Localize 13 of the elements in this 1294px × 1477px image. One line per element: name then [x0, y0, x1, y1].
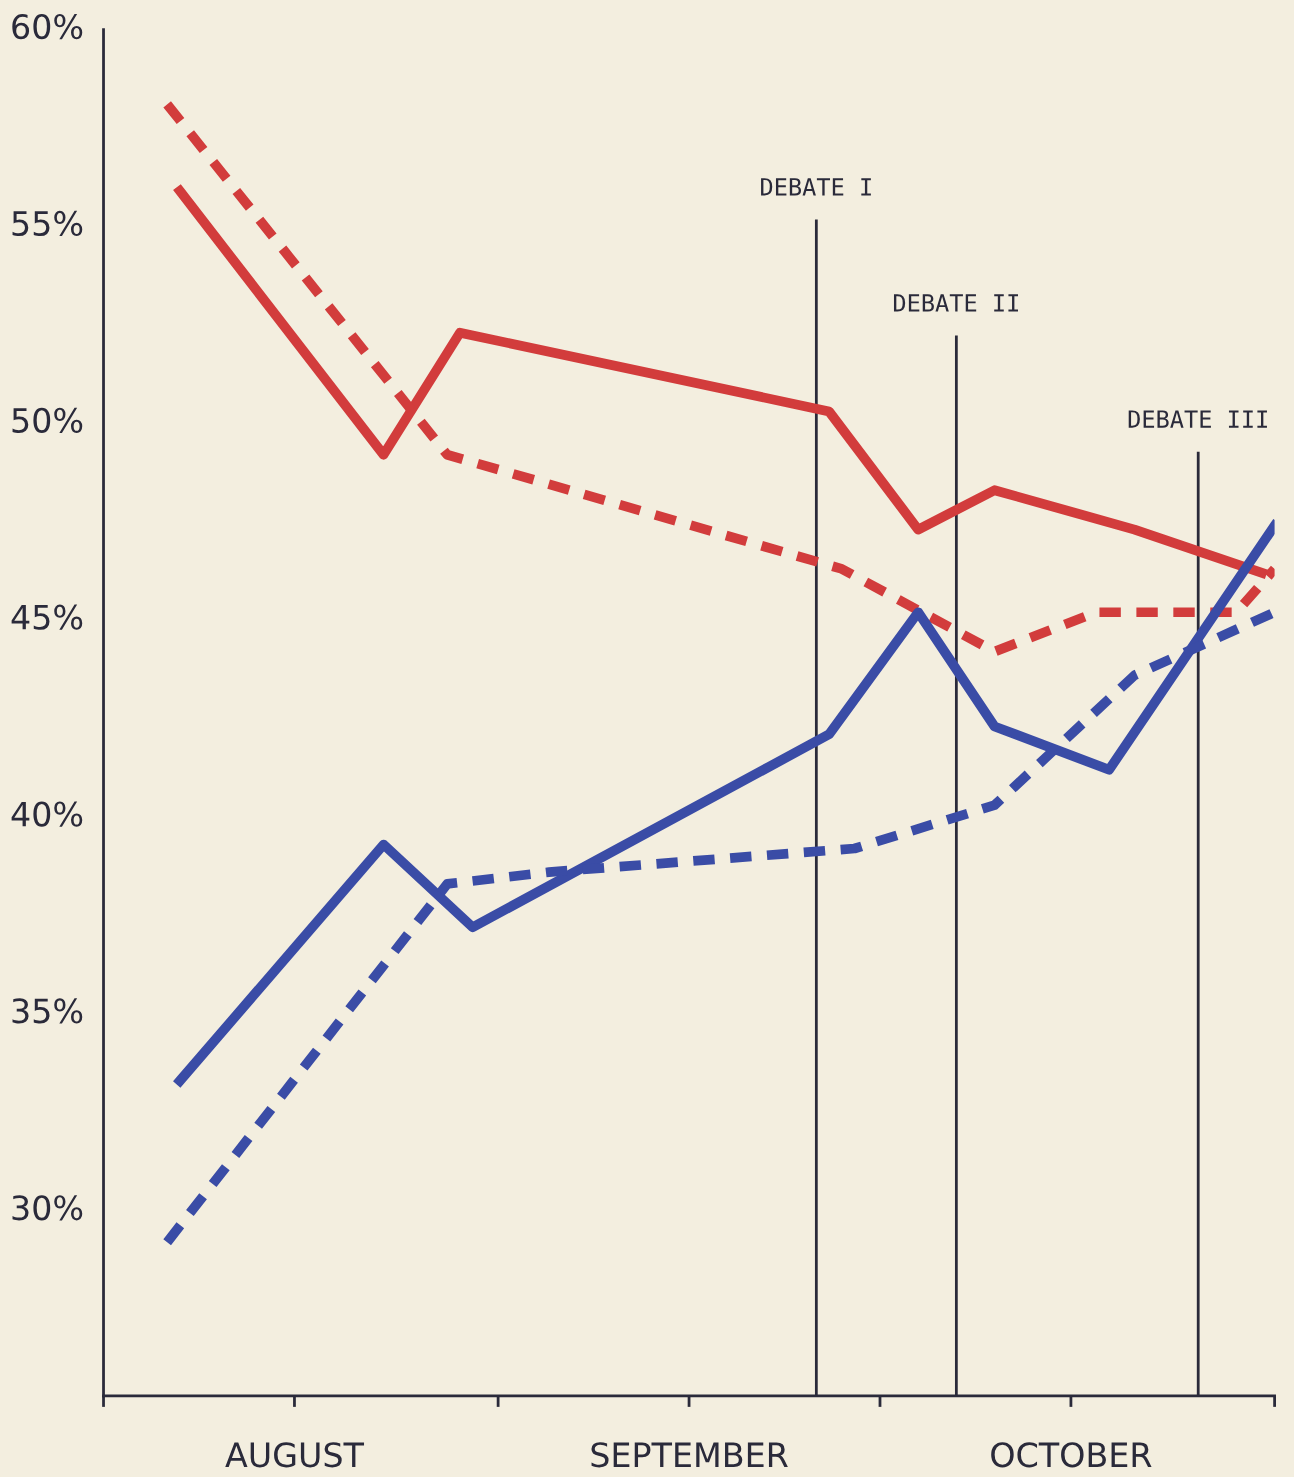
y-tick-label: 60% [12, 14, 83, 40]
x-tick-label: AUGUST [225, 1442, 365, 1468]
x-tick-label: SEPTEMBER [591, 1442, 788, 1468]
y-tick-label: 40% [11, 801, 83, 827]
y-tick-label: 30% [12, 1195, 83, 1221]
ref-line-label: DEBATE II [893, 294, 1018, 312]
ref-line-label: DEBATE I [761, 178, 871, 196]
y-tick-label: 35% [12, 998, 83, 1024]
y-tick-label: 55% [12, 210, 83, 237]
y-tick-label: 50% [12, 407, 83, 433]
x-tick-label: OCTOBER [991, 1442, 1152, 1468]
y-tick-label: 45% [11, 604, 83, 630]
ref-line-label: DEBATE III [1128, 410, 1267, 428]
